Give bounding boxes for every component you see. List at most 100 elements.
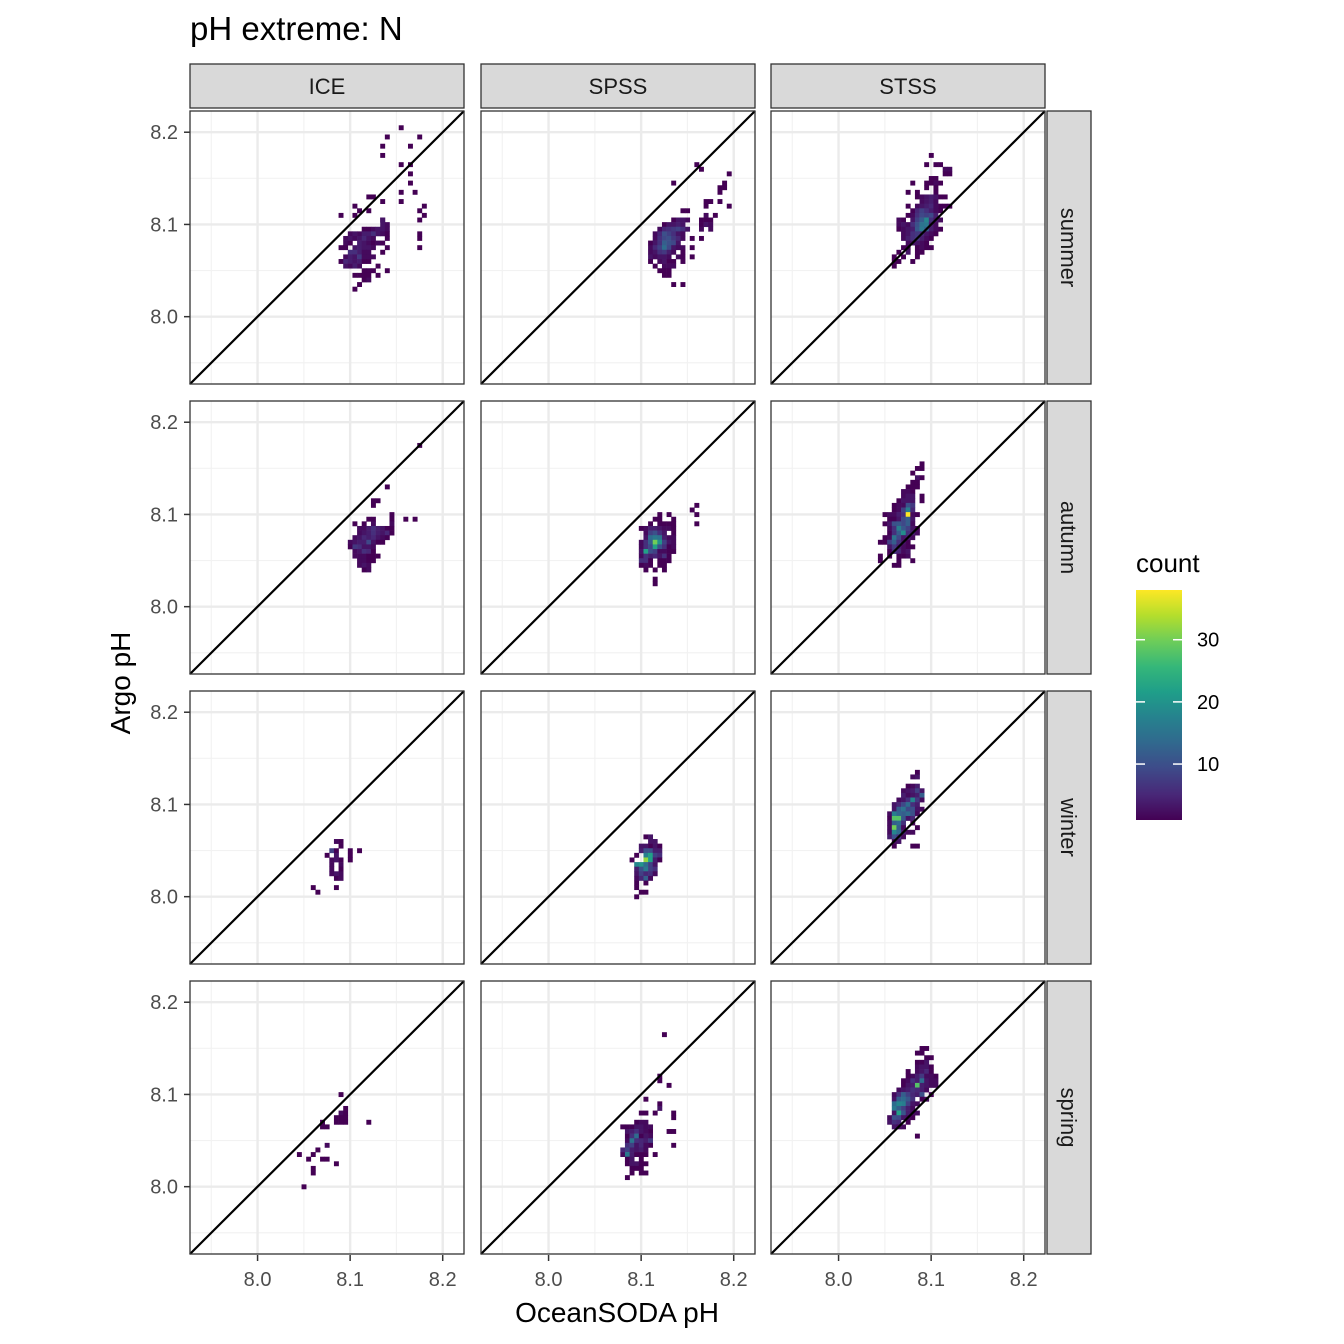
heatmap-cell <box>657 848 663 854</box>
heatmap-cell <box>924 1069 930 1074</box>
heatmap-cell <box>905 226 911 232</box>
heatmap-cell <box>370 544 376 550</box>
heatmap-cell <box>361 530 367 536</box>
heatmap-cell <box>896 1092 902 1098</box>
heatmap-cell <box>914 1050 920 1056</box>
panel-border <box>770 110 1046 385</box>
heatmap-cell <box>361 245 367 251</box>
heatmap-cell <box>643 535 649 541</box>
heatmap-cell <box>375 535 381 541</box>
heatmap-cell <box>657 235 663 241</box>
heatmap-cell <box>722 185 728 191</box>
heatmap-cell <box>891 544 897 550</box>
heatmap-cell <box>671 235 677 241</box>
heatmap-cell <box>671 231 677 237</box>
heatmap-cell <box>657 843 663 849</box>
heatmap-cell <box>910 806 916 812</box>
heatmap-cell <box>357 558 363 564</box>
heatmap-cell <box>924 162 930 168</box>
heatmap-cell <box>652 866 658 872</box>
heatmap-cell <box>333 885 339 891</box>
heatmap-cell <box>634 1142 640 1148</box>
heatmap-cell <box>905 512 911 518</box>
heatmap-cell <box>375 530 381 536</box>
heatmap-cell <box>666 259 672 264</box>
heatmap-cell <box>634 1138 640 1144</box>
heatmap-cell <box>657 1078 663 1084</box>
heatmap-cell <box>901 811 906 817</box>
heatmap-cell <box>380 231 386 237</box>
heatmap-cell <box>380 226 386 232</box>
heatmap-cell <box>891 516 897 522</box>
heatmap-cell <box>352 203 358 209</box>
heatmap-cell <box>389 525 395 531</box>
heatmap-cell <box>638 544 644 550</box>
heatmap-cell <box>643 1152 649 1157</box>
heatmap-cell <box>638 558 644 564</box>
heatmap-cell <box>891 535 897 541</box>
heatmap-cell <box>914 811 920 817</box>
heatmap-cell <box>671 263 677 269</box>
heatmap-cell <box>928 180 934 186</box>
heatmap-cell <box>905 1105 911 1111</box>
identity-line <box>480 690 756 965</box>
heatmap-cell <box>887 539 893 545</box>
heatmap-cell <box>338 862 344 867</box>
heatmap-cell <box>366 516 372 522</box>
heatmap-cell <box>919 788 925 794</box>
heatmap-cell <box>914 769 920 775</box>
identity-line <box>480 980 756 1255</box>
heatmap-cell <box>366 549 372 554</box>
heatmap-cell <box>634 1147 640 1153</box>
heatmap-cell <box>648 866 654 872</box>
heatmap-cell <box>887 544 893 550</box>
heatmap-cell <box>629 1170 635 1176</box>
heatmap-cell <box>366 539 372 545</box>
heatmap-cell <box>919 806 925 812</box>
heatmap-cell <box>671 245 677 251</box>
heatmap-cell <box>643 880 649 886</box>
heatmap-cell <box>643 1161 649 1167</box>
heatmap-cell <box>666 1129 672 1134</box>
heatmap-cell <box>661 235 667 241</box>
heatmap-cell <box>698 235 704 241</box>
y-tick-label: 8.0 <box>150 1177 178 1199</box>
heatmap-cell <box>638 848 644 854</box>
heatmap-cell <box>389 512 395 518</box>
heatmap-cell <box>361 277 367 283</box>
heatmap-cell <box>634 1133 640 1139</box>
heatmap-cell <box>634 862 640 867</box>
heatmap-cell <box>901 530 906 536</box>
heatmap-cell <box>629 1142 635 1148</box>
heatmap-cell <box>380 539 386 545</box>
heatmap-cell <box>666 539 672 545</box>
heatmap-cell <box>910 226 916 232</box>
heatmap-cell <box>648 871 654 877</box>
heatmap-cell <box>643 871 649 877</box>
heatmap-cell <box>648 834 654 840</box>
heatmap-cell <box>910 479 916 485</box>
heatmap-cell <box>703 203 709 209</box>
heatmap-cell <box>910 217 916 223</box>
heatmap-cell <box>375 553 381 559</box>
heatmap-cell <box>648 1138 654 1144</box>
heatmap-cell <box>652 852 658 858</box>
panel-border <box>770 690 1046 965</box>
heatmap-cell <box>698 166 704 172</box>
heatmap-cell <box>896 521 902 527</box>
panel-border <box>480 980 756 1255</box>
heatmap-cell <box>905 489 911 494</box>
y-tick-label: 8.2 <box>150 992 178 1014</box>
heatmap-cell <box>901 507 906 513</box>
heatmap-cell <box>905 249 911 255</box>
heatmap-cell <box>366 553 372 559</box>
heatmap-cell <box>638 875 644 881</box>
heatmap-cell <box>638 525 644 531</box>
heatmap-cell <box>329 871 335 877</box>
heatmap-cell <box>928 176 934 181</box>
heatmap-cell <box>905 1078 911 1084</box>
heatmap-cell <box>407 180 413 186</box>
heatmap-cell <box>666 535 672 541</box>
heatmap-cell <box>924 1064 930 1070</box>
heatmap-cell <box>357 259 363 264</box>
